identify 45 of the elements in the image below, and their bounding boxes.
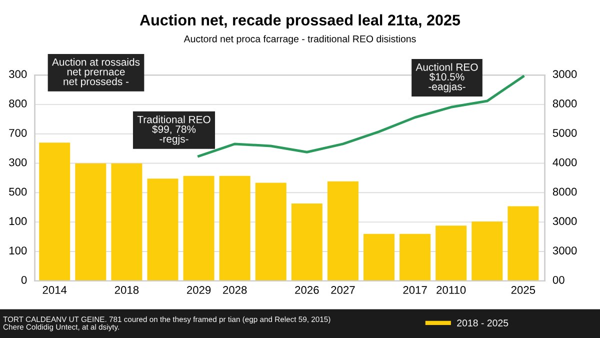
bar (255, 182, 286, 281)
x-tick-label: 2014 (42, 286, 67, 294)
x-tick-label: 2028 (223, 286, 247, 294)
bar (111, 163, 142, 281)
x-tick-label: 2018 (114, 286, 139, 294)
bar (75, 163, 106, 281)
text: 800 (9, 100, 27, 108)
x-tick-label: 2017 (403, 286, 427, 294)
bar (472, 221, 503, 281)
text: 300 (9, 70, 27, 78)
x-tick-label: 2027 (331, 286, 355, 294)
bar (364, 234, 395, 281)
text: Auction at rossaids net prernace net prosseds - (52, 58, 140, 88)
legend-label: 2018 - 2025 (457, 320, 508, 326)
x-tick-label: 2025 (511, 286, 536, 294)
text: 0 (21, 276, 27, 284)
text: 300 (9, 158, 27, 166)
text: 100 (9, 217, 27, 226)
bar (147, 178, 178, 281)
text: Auctionl REO $10.5% -eagjas- (416, 63, 478, 92)
chart-title: Auction net, recade prossaed leal 21ta, 2025 (140, 14, 460, 29)
bar (183, 176, 214, 281)
text: 8000 (552, 188, 577, 196)
bar (508, 206, 539, 281)
text: 700 (9, 128, 27, 137)
text: 100 (9, 246, 27, 254)
text: 00 (552, 276, 564, 284)
bar (436, 226, 467, 281)
text: 500 (9, 188, 27, 196)
x-tick-label: 2026 (295, 286, 319, 294)
text: 3000 (552, 217, 577, 226)
text: 4000 (552, 158, 577, 166)
chart-subtitle: Auctord net proca fcarrage - traditional REO disistions (184, 35, 416, 44)
text: 3000 (552, 70, 577, 78)
bar (327, 181, 358, 281)
text: 5000 (552, 128, 577, 137)
x-tick-label: 20110 (436, 286, 466, 294)
bar (219, 176, 250, 281)
text: 3000 (552, 246, 577, 254)
bar (291, 203, 322, 281)
annotation: Traditional REO $99, 78% -regjs- (137, 116, 210, 145)
text: 8000 (552, 100, 577, 108)
bar (400, 234, 431, 281)
x-tick-label: 2029 (186, 286, 211, 294)
bar (39, 142, 70, 281)
